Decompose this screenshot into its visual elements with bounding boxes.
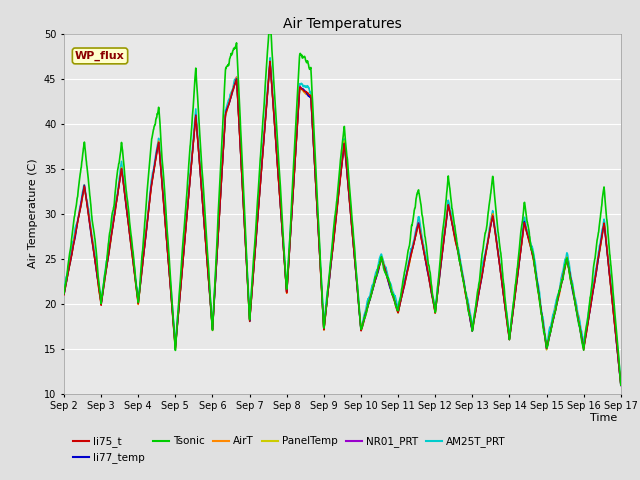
Y-axis label: Air Temperature (C): Air Temperature (C) xyxy=(28,159,38,268)
Legend: li75_t, li77_temp, Tsonic, AirT, PanelTemp, NR01_PRT, AM25T_PRT: li75_t, li77_temp, Tsonic, AirT, PanelTe… xyxy=(69,432,509,468)
X-axis label: Time: Time xyxy=(591,413,618,423)
Title: Air Temperatures: Air Temperatures xyxy=(283,17,402,31)
Text: WP_flux: WP_flux xyxy=(75,51,125,61)
